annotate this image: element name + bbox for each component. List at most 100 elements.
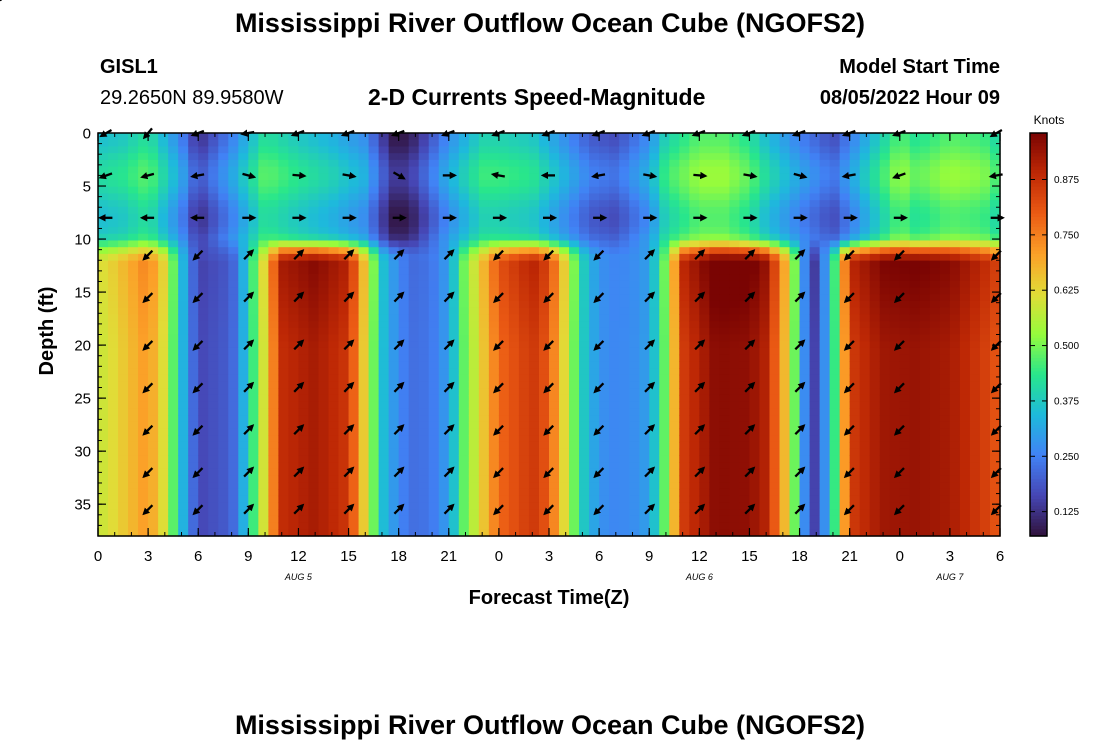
heatmap-cell (358, 415, 370, 423)
heatmap-cell (729, 394, 741, 403)
heatmap-cell (849, 321, 861, 329)
heatmap-cell (98, 200, 109, 208)
heatmap-cell (929, 180, 941, 188)
heatmap-cell (609, 200, 620, 208)
heatmap-cell (488, 206, 500, 215)
heatmap-cell (599, 327, 610, 336)
heatmap-cell (138, 334, 149, 342)
heatmap-cell (809, 327, 821, 336)
heatmap-cell (298, 166, 310, 174)
heatmap-cell (478, 153, 490, 161)
heatmap-cell (358, 327, 370, 336)
heatmap-cell (378, 515, 390, 524)
heatmap-cell (759, 294, 771, 302)
heatmap-cell (308, 468, 320, 477)
heatmap-cell (458, 247, 470, 255)
heatmap-cell (799, 448, 811, 456)
heatmap-cell (348, 394, 360, 403)
heatmap-cell (468, 213, 480, 221)
heatmap-cell (468, 294, 480, 302)
heatmap-cell (128, 153, 139, 161)
heatmap-cell (238, 233, 249, 242)
heatmap-cell (799, 361, 811, 369)
heatmap-cell (418, 462, 430, 470)
heatmap-cell (649, 529, 660, 537)
heatmap-cell (258, 455, 269, 463)
heatmap-cell (178, 233, 189, 242)
heatmap-cell (699, 159, 710, 168)
heatmap-cell (528, 240, 540, 248)
heatmap-cell (729, 368, 741, 376)
heatmap-cell (879, 220, 891, 228)
heatmap-cell (619, 441, 630, 450)
heatmap-cell (819, 488, 831, 497)
heatmap-cell (478, 354, 490, 362)
heatmap-cell (278, 495, 290, 504)
heatmap-cell (538, 233, 550, 242)
heatmap-cell (498, 509, 510, 517)
heatmap-cell (488, 421, 500, 430)
heatmap-cell (278, 502, 290, 510)
heatmap-cell (368, 300, 380, 309)
heatmap-cell (599, 274, 610, 282)
heatmap-cell (268, 274, 279, 282)
heatmap-cell (538, 381, 550, 389)
heatmap-cell (198, 368, 209, 376)
heatmap-cell (859, 401, 871, 409)
heatmap-cell (919, 401, 931, 409)
heatmap-cell (128, 347, 139, 356)
heatmap-cell (158, 206, 169, 215)
heatmap-cell (809, 468, 821, 477)
heatmap-cell (639, 186, 650, 195)
heatmap-cell (378, 280, 390, 289)
heatmap-cell (218, 368, 229, 376)
heatmap-cell (428, 186, 440, 195)
heatmap-cell (689, 529, 700, 537)
heatmap-cell (338, 220, 350, 228)
heatmap-cell (739, 327, 751, 336)
heatmap-cell (569, 347, 580, 356)
heatmap-cell (589, 448, 600, 456)
heatmap-cell (98, 327, 109, 336)
heatmap-cell (809, 448, 821, 456)
heatmap-cell (458, 294, 470, 302)
heatmap-cell (408, 435, 420, 443)
heatmap-cell (438, 186, 450, 195)
heatmap-cell (288, 287, 300, 295)
heatmap-cell (789, 334, 801, 342)
heatmap-cell (358, 341, 370, 349)
heatmap-cell (679, 133, 690, 141)
heatmap-cell (639, 468, 650, 477)
heatmap-cell (358, 180, 370, 188)
heatmap-cell (408, 408, 420, 416)
heatmap-cell (258, 421, 269, 430)
heatmap-cell (518, 475, 530, 483)
heatmap-cell (569, 515, 580, 524)
heatmap-cell (549, 468, 560, 477)
heatmap-cell (378, 321, 390, 329)
heatmap-cell (198, 455, 209, 463)
heatmap-cell (909, 354, 921, 362)
heatmap-cell (448, 253, 460, 262)
heatmap-cell (528, 354, 540, 362)
heatmap-cell (398, 455, 410, 463)
heatmap-cell (108, 240, 119, 248)
heatmap-cell (809, 153, 821, 161)
heatmap-cell (128, 468, 139, 477)
heatmap-cell (759, 522, 771, 530)
heatmap-cell (108, 401, 119, 409)
heatmap-cell (478, 482, 490, 490)
heatmap-cell (528, 495, 540, 504)
heatmap-cell (168, 294, 179, 302)
heatmap-cell (909, 253, 921, 262)
heatmap-cell (228, 381, 239, 389)
heatmap-cell (909, 515, 921, 524)
heatmap-cell (138, 327, 149, 336)
heatmap-cell (659, 300, 670, 309)
heatmap-cell (478, 334, 490, 342)
heatmap-cell (709, 394, 720, 403)
heatmap-cell (508, 421, 520, 430)
heatmap-cell (198, 274, 209, 282)
heatmap-cell (108, 468, 119, 477)
heatmap-cell (809, 488, 821, 497)
